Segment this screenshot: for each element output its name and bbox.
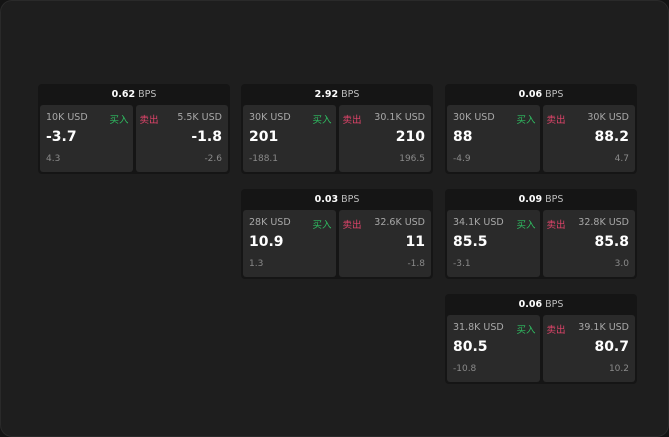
ask-change: 196.5 bbox=[399, 154, 425, 164]
bid-quantity: 31.8K USD bbox=[453, 322, 504, 333]
buy-label: 买入 bbox=[312, 220, 332, 231]
buy-cell[interactable]: 28K USD 买入 10.9 1.3 bbox=[243, 210, 336, 277]
spread-unit: BPS bbox=[341, 89, 360, 100]
ask-change: 10.2 bbox=[608, 364, 629, 374]
sell-cell[interactable]: 30K USD 卖出 88.2 4.7 bbox=[542, 105, 635, 172]
sell-label: 卖出 bbox=[546, 220, 566, 231]
spread-unit: BPS bbox=[545, 299, 564, 310]
spread-header: 2.92 BPS bbox=[241, 84, 433, 105]
buy-label: 买入 bbox=[516, 115, 536, 126]
ask-price: 11 bbox=[405, 234, 425, 250]
ask-change: -2.6 bbox=[204, 154, 222, 164]
spread-value: 0.03 bbox=[314, 194, 339, 205]
sell-cell[interactable]: 32.6K USD 卖出 11 -1.8 bbox=[338, 210, 431, 277]
bid-price: 88 bbox=[453, 129, 473, 145]
ask-price: 80.7 bbox=[594, 339, 629, 355]
bid-quantity: 30K USD bbox=[453, 112, 495, 123]
sell-label: 卖出 bbox=[342, 220, 362, 231]
sell-cell[interactable]: 5.5K USD 卖出 -1.8 -2.6 bbox=[135, 105, 228, 172]
ask-change: 4.7 bbox=[614, 154, 629, 164]
ask-quantity: 39.1K USD bbox=[578, 322, 629, 333]
quote-card: 0.09 BPS 34.1K USD 买入 85.5 -3.1 32.8K US… bbox=[445, 189, 637, 279]
buy-label: 买入 bbox=[516, 325, 536, 336]
sell-cell[interactable]: 39.1K USD 卖出 80.7 10.2 bbox=[542, 315, 635, 382]
ask-quantity: 32.8K USD bbox=[578, 217, 629, 228]
bid-price: 201 bbox=[249, 129, 279, 145]
ask-quantity: 5.5K USD bbox=[177, 112, 222, 123]
buy-label: 买入 bbox=[109, 115, 129, 126]
ask-price: -1.8 bbox=[191, 129, 222, 145]
bid-price: -3.7 bbox=[46, 129, 77, 145]
ask-quantity: 30.1K USD bbox=[374, 112, 425, 123]
bid-change: -3.1 bbox=[453, 259, 471, 269]
spread-header: 0.06 BPS bbox=[445, 84, 637, 105]
spread-unit: BPS bbox=[545, 89, 564, 100]
bid-change: 1.3 bbox=[249, 259, 264, 269]
spread-value: 0.62 bbox=[111, 89, 136, 100]
spread-header: 0.06 BPS bbox=[445, 294, 637, 315]
ask-price: 85.8 bbox=[594, 234, 629, 250]
ask-quantity: 32.6K USD bbox=[374, 217, 425, 228]
bid-change: -188.1 bbox=[249, 154, 279, 164]
sell-label: 卖出 bbox=[342, 115, 362, 126]
spread-header: 0.03 BPS bbox=[241, 189, 433, 210]
bid-change: -10.8 bbox=[453, 364, 477, 374]
bid-quantity: 34.1K USD bbox=[453, 217, 504, 228]
ask-quantity: 30K USD bbox=[587, 112, 629, 123]
bid-quantity: 28K USD bbox=[249, 217, 291, 228]
ask-price: 210 bbox=[395, 129, 425, 145]
spread-unit: BPS bbox=[545, 194, 564, 205]
quote-card: 0.06 BPS 31.8K USD 买入 80.5 -10.8 39.1K U… bbox=[445, 294, 637, 384]
spread-value: 0.06 bbox=[518, 299, 543, 310]
sell-label: 卖出 bbox=[546, 325, 566, 336]
sell-cell[interactable]: 32.8K USD 卖出 85.8 3.0 bbox=[542, 210, 635, 277]
sell-cell[interactable]: 30.1K USD 卖出 210 196.5 bbox=[338, 105, 431, 172]
buy-label: 买入 bbox=[516, 220, 536, 231]
buy-cell[interactable]: 30K USD 买入 88 -4.9 bbox=[447, 105, 540, 172]
spread-value: 2.92 bbox=[314, 89, 339, 100]
buy-cell[interactable]: 10K USD 买入 -3.7 4.3 bbox=[40, 105, 133, 172]
ask-change: 3.0 bbox=[614, 259, 629, 269]
quote-card: 0.06 BPS 30K USD 买入 88 -4.9 30K USD 卖出 8… bbox=[445, 84, 637, 174]
quote-card: 0.03 BPS 28K USD 买入 10.9 1.3 32.6K USD 卖… bbox=[241, 189, 433, 279]
bid-price: 85.5 bbox=[453, 234, 488, 250]
ask-change: -1.8 bbox=[407, 259, 425, 269]
bid-quantity: 10K USD bbox=[46, 112, 88, 123]
sell-label: 卖出 bbox=[139, 115, 159, 126]
spread-unit: BPS bbox=[138, 89, 157, 100]
bid-change: -4.9 bbox=[453, 154, 471, 164]
buy-label: 买入 bbox=[312, 115, 332, 126]
spread-value: 0.06 bbox=[518, 89, 543, 100]
spread-header: 0.09 BPS bbox=[445, 189, 637, 210]
bid-price: 10.9 bbox=[249, 234, 284, 250]
buy-cell[interactable]: 30K USD 买入 201 -188.1 bbox=[243, 105, 336, 172]
quote-card: 2.92 BPS 30K USD 买入 201 -188.1 30.1K USD… bbox=[241, 84, 433, 174]
spread-unit: BPS bbox=[341, 194, 360, 205]
spread-value: 0.09 bbox=[518, 194, 543, 205]
quote-card: 0.62 BPS 10K USD 买入 -3.7 4.3 5.5K USD 卖出… bbox=[38, 84, 230, 174]
sell-label: 卖出 bbox=[546, 115, 566, 126]
buy-cell[interactable]: 34.1K USD 买入 85.5 -3.1 bbox=[447, 210, 540, 277]
bid-price: 80.5 bbox=[453, 339, 488, 355]
bid-quantity: 30K USD bbox=[249, 112, 291, 123]
spread-header: 0.62 BPS bbox=[38, 84, 230, 105]
bid-change: 4.3 bbox=[46, 154, 61, 164]
ask-price: 88.2 bbox=[594, 129, 629, 145]
buy-cell[interactable]: 31.8K USD 买入 80.5 -10.8 bbox=[447, 315, 540, 382]
